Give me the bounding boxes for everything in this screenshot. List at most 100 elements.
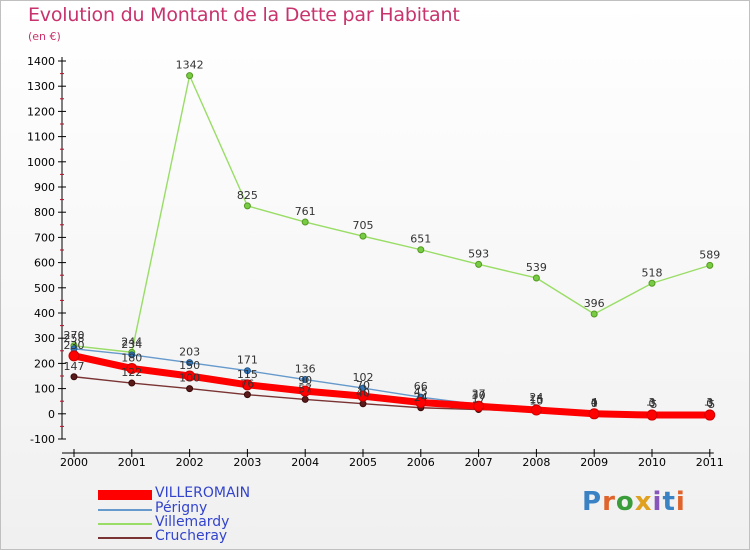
data-label: 24 [529,391,543,404]
data-label: 150 [179,359,200,372]
legend-swatch [98,523,152,525]
data-point [126,362,138,374]
data-point [648,279,656,287]
data-label: 270 [64,329,85,342]
logo-letter: t [662,487,676,517]
data-label: -5 [704,398,715,411]
data-point [357,390,369,402]
data-point [301,395,309,403]
data-point [590,310,598,318]
data-point [70,373,78,381]
data-label: 593 [468,247,489,260]
x-tick-label: 2008 [522,456,550,469]
chart-title: Evolution du Montant de la Dette par Hab… [28,4,460,26]
x-tick-label: 2011 [696,456,724,469]
data-label: 136 [295,363,316,376]
x-tick-label: 2010 [638,456,666,469]
data-label: 3 [706,396,713,409]
data-label: 203 [179,346,200,359]
data-point [243,391,251,399]
data-point [184,370,196,382]
logo-letter: o [615,487,635,517]
proxiti-logo: Proxiti [582,487,686,517]
data-label: 230 [64,339,85,352]
data-label: 30 [472,389,486,402]
data-label: 705 [353,219,374,232]
data-point [646,409,658,421]
data-point [128,351,136,359]
x-tick-label: 2000 [60,456,88,469]
legend-label: Périgny [155,500,208,516]
data-label: 15 [529,393,543,406]
data-label: 171 [237,354,258,367]
y-tick-label: 700 [34,231,55,244]
data-point [588,408,600,420]
data-label: 70 [356,379,370,392]
data-label: 825 [237,189,258,202]
data-point [186,385,194,393]
data-label: 10 [529,394,543,407]
logo-letter: r [602,487,616,517]
data-point [299,385,311,397]
x-tick-label: 2004 [291,456,319,469]
data-label: 90 [298,374,312,387]
data-label: 66 [414,380,428,393]
logo-letter: x [634,487,653,517]
data-point [530,404,542,416]
data-point [706,261,714,269]
y-tick-label: 1200 [27,105,55,118]
data-label: 651 [410,233,431,246]
data-label: 518 [642,266,663,279]
data-label: 180 [121,351,142,364]
data-label: 102 [353,371,374,384]
data-label: 244 [121,335,142,348]
y-tick-label: 500 [34,282,55,295]
logo-letter: i [675,487,686,517]
y-tick-label: 200 [34,357,55,370]
y-tick-label: 400 [34,307,55,320]
data-label: 100 [179,372,200,385]
data-label: 45 [414,385,428,398]
data-label: 761 [295,205,316,218]
x-tick-label: 2003 [233,456,261,469]
series-line-2 [73,74,711,354]
data-label: 0 [649,397,656,410]
legend-label: Crucheray [155,528,228,544]
y-tick-label: 300 [34,332,55,345]
data-label: 24 [414,391,428,404]
y-tick-label: 600 [34,257,55,270]
data-label: 115 [237,368,258,381]
logo-letter: i [652,487,663,517]
data-point [243,202,251,210]
y-tick-label: 0 [48,408,55,421]
legend-swatch [98,537,152,539]
legend-swatch [98,509,152,511]
data-point [243,367,251,375]
data-point [415,396,427,408]
data-label: 40 [356,387,370,400]
x-tick-label: 2009 [580,456,608,469]
data-label: 589 [699,248,720,261]
y-tick-label: -100 [30,433,55,446]
x-tick-label: 2007 [465,456,493,469]
data-point [704,409,716,421]
data-label: -5 [647,398,658,411]
x-tick-label: 2005 [349,456,377,469]
data-label: 17 [472,393,486,406]
data-label: 0 [706,397,713,410]
y-tick-label: 1000 [27,156,55,169]
logo-letter: P [582,487,603,517]
data-label: 234 [121,338,142,351]
y-tick-label: 900 [34,181,55,194]
data-point [532,274,540,282]
data-label: 57 [298,382,312,395]
data-label: 1 [591,397,598,410]
x-tick-label: 2002 [176,456,204,469]
data-point [417,246,425,254]
data-label: 76 [240,378,254,391]
data-label: 122 [121,366,142,379]
series-line-0 [70,352,714,419]
x-tick-label: 2006 [407,456,435,469]
data-label: 0 [591,397,598,410]
